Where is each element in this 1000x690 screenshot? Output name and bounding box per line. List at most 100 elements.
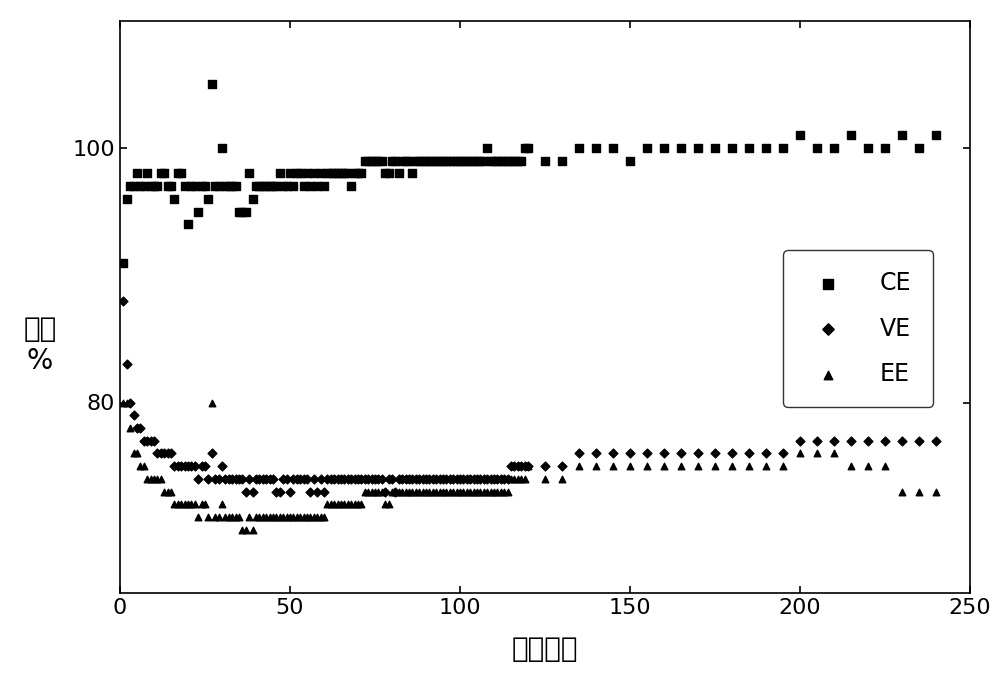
EE <box>442 486 458 497</box>
CE <box>843 130 859 141</box>
VE <box>149 448 165 459</box>
EE <box>231 511 247 522</box>
CE <box>255 181 271 192</box>
EE <box>758 461 774 472</box>
CE <box>479 142 495 153</box>
CE <box>173 168 189 179</box>
EE <box>510 473 526 484</box>
EE <box>479 486 495 497</box>
VE <box>707 448 723 459</box>
CE <box>384 155 400 166</box>
CE <box>166 193 182 204</box>
VE <box>741 448 757 459</box>
CE <box>183 181 199 192</box>
VE <box>758 448 774 459</box>
VE <box>333 473 349 484</box>
EE <box>741 461 757 472</box>
CE <box>472 155 488 166</box>
CE <box>268 181 284 192</box>
EE <box>520 461 536 472</box>
VE <box>656 448 672 459</box>
CE <box>483 155 499 166</box>
CE <box>200 193 216 204</box>
VE <box>377 486 393 497</box>
VE <box>418 473 434 484</box>
CE <box>285 181 301 192</box>
VE <box>299 473 315 484</box>
EE <box>605 461 621 472</box>
CE <box>425 155 441 166</box>
CE <box>194 181 210 192</box>
CE <box>500 155 516 166</box>
CE <box>506 155 522 166</box>
CE <box>673 142 689 153</box>
EE <box>207 511 223 522</box>
VE <box>319 473 335 484</box>
CE <box>333 168 349 179</box>
CE <box>115 257 131 268</box>
CE <box>330 168 346 179</box>
CE <box>690 142 706 153</box>
CE <box>323 168 339 179</box>
VE <box>323 473 339 484</box>
VE <box>724 448 740 459</box>
EE <box>224 511 240 522</box>
VE <box>415 473 431 484</box>
VE <box>282 486 298 497</box>
VE <box>408 473 424 484</box>
VE <box>894 435 910 446</box>
CE <box>180 219 196 230</box>
CE <box>401 155 417 166</box>
CE <box>455 155 471 166</box>
CE <box>136 181 152 192</box>
CE <box>476 155 492 166</box>
VE <box>391 473 407 484</box>
VE <box>343 473 359 484</box>
EE <box>384 486 400 497</box>
VE <box>452 473 468 484</box>
CE <box>421 155 437 166</box>
VE <box>398 473 414 484</box>
EE <box>826 448 842 459</box>
CE <box>928 130 944 141</box>
VE <box>364 473 380 484</box>
VE <box>200 473 216 484</box>
EE <box>425 486 441 497</box>
VE <box>513 461 529 472</box>
VE <box>639 448 655 459</box>
CE <box>248 181 264 192</box>
EE <box>119 397 135 408</box>
CE <box>275 181 291 192</box>
CE <box>707 142 723 153</box>
CE <box>428 155 444 166</box>
EE <box>309 511 325 522</box>
VE <box>194 461 210 472</box>
EE <box>503 473 519 484</box>
EE <box>282 511 298 522</box>
CE <box>554 155 570 166</box>
CE <box>418 155 434 166</box>
EE <box>455 486 471 497</box>
CE <box>238 206 254 217</box>
VE <box>316 486 332 497</box>
VE <box>445 473 461 484</box>
VE <box>272 486 288 497</box>
CE <box>160 181 176 192</box>
EE <box>622 461 638 472</box>
VE <box>326 473 342 484</box>
EE <box>493 486 509 497</box>
EE <box>302 511 318 522</box>
CE <box>282 168 298 179</box>
EE <box>343 499 359 510</box>
VE <box>313 473 329 484</box>
EE <box>211 511 227 522</box>
EE <box>435 486 451 497</box>
CE <box>775 142 791 153</box>
VE <box>146 435 162 446</box>
VE <box>350 473 366 484</box>
CE <box>449 155 465 166</box>
CE <box>894 130 910 141</box>
EE <box>506 473 522 484</box>
EE <box>860 461 876 472</box>
VE <box>289 473 305 484</box>
